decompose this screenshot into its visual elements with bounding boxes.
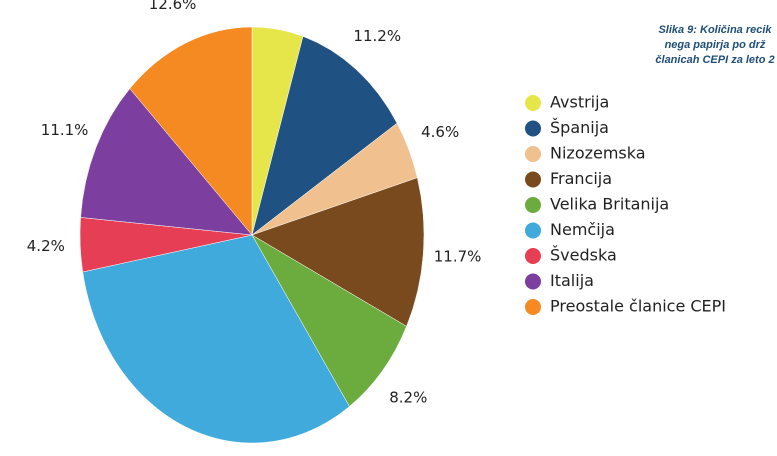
legend-swatch [525,146,541,162]
legend-label: Italija [550,271,594,290]
legend-label: Preostale članice CEPI [550,297,726,316]
data-label: 12.6% [149,0,197,13]
legend-label: Nemčija [550,220,615,239]
pie-slice [251,234,407,407]
pie-slice [82,234,350,444]
legend-swatch [525,222,541,239]
pie-slice [251,177,425,327]
pie-slice [80,88,253,236]
data-label: 11.7% [434,247,482,265]
legend-swatch [525,248,541,264]
legend-label: Švedska [550,246,617,265]
legend-label: Avstrija [550,93,609,112]
pie-slice [251,36,398,236]
legend-label: Nizozemska [550,144,646,163]
data-label: 11.1% [41,121,89,139]
legend-label: Velika Britanija [550,195,669,214]
data-label: 4.6% [421,123,459,141]
legend-label: Francija [550,169,612,188]
data-label: 8.2% [389,389,427,407]
legend-swatch [525,95,541,111]
title-line: nega papirja po drž [665,39,766,51]
legend-swatch [525,299,541,315]
legend-swatch [525,197,541,213]
data-label: 4.2% [27,237,65,255]
legend-swatch [525,171,541,188]
title-line: članicah CEPI za leto 2 [655,54,774,66]
legend-swatch [525,120,541,137]
title-line: Slika 9: Količina recik [658,24,772,36]
legend-swatch [525,273,541,290]
pie-slice [129,26,253,236]
legend-label: Španija [550,118,609,137]
data-label: 11.2% [353,27,401,45]
